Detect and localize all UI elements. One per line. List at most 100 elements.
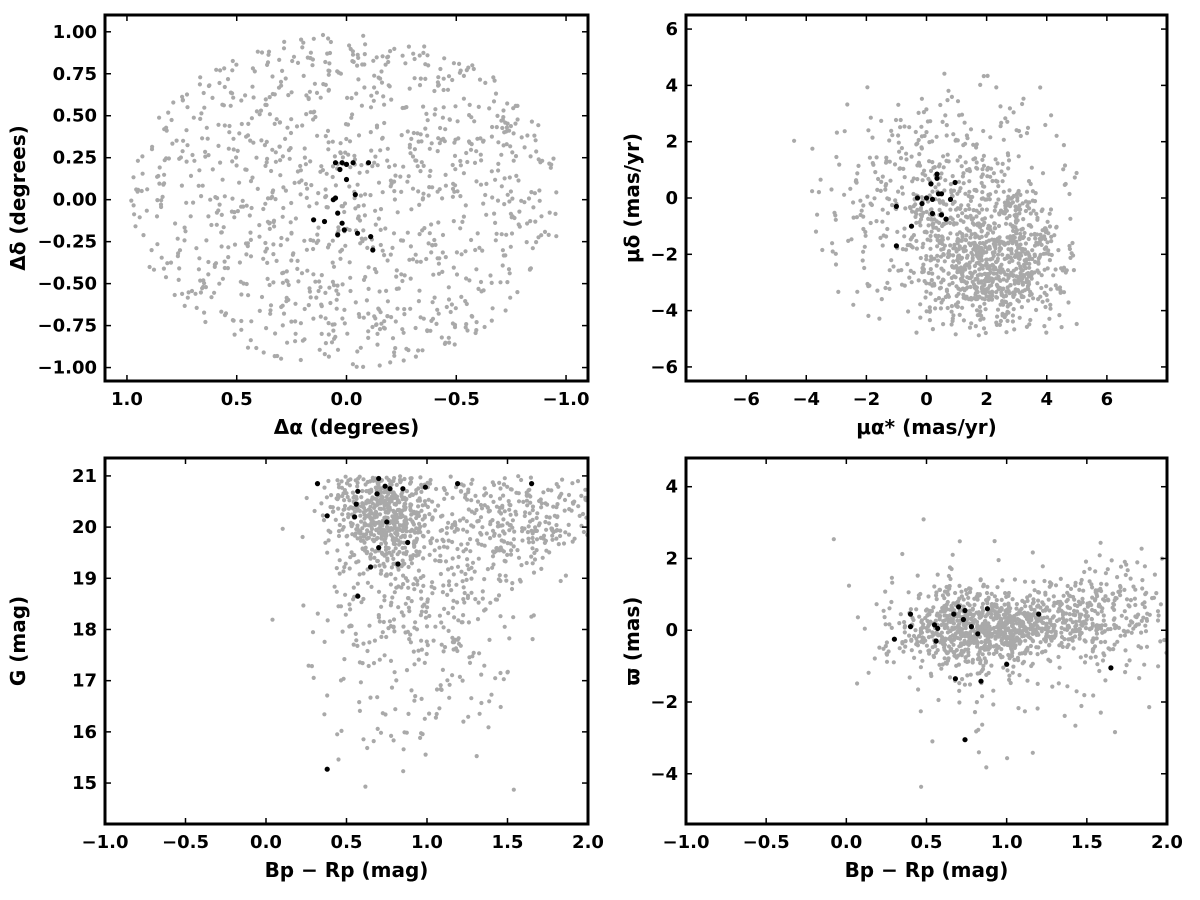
field-point (968, 235, 973, 240)
field-point (1025, 250, 1030, 255)
field-point (427, 174, 432, 179)
field-point (1043, 304, 1048, 310)
field-point (352, 153, 357, 158)
field-point (244, 203, 249, 208)
field-point (981, 128, 986, 134)
field-point (491, 499, 496, 504)
field-point (326, 538, 331, 543)
field-point (381, 94, 386, 99)
field-point (425, 328, 430, 334)
field-point (157, 165, 162, 170)
field-point (376, 520, 382, 525)
field-point (1044, 330, 1049, 335)
field-point (1010, 195, 1015, 200)
field-point (327, 61, 332, 66)
field-point (543, 519, 548, 525)
field-point (496, 577, 501, 582)
field-point (374, 55, 379, 60)
field-point (405, 129, 410, 134)
field-point (514, 173, 519, 178)
field-point (1014, 606, 1019, 611)
field-point (1033, 236, 1038, 241)
field-point (169, 117, 174, 123)
field-point (549, 526, 554, 531)
field-point (955, 241, 960, 246)
field-point (924, 257, 929, 262)
field-point (502, 476, 507, 481)
field-point (340, 204, 345, 209)
field-point (990, 290, 995, 295)
field-point (150, 144, 155, 149)
field-point (527, 487, 532, 492)
field-point (423, 609, 429, 615)
field-point (205, 136, 210, 141)
field-point (403, 630, 408, 635)
field-point (994, 295, 1000, 300)
member-point (382, 483, 388, 489)
field-point (418, 475, 423, 480)
field-point (416, 348, 421, 353)
field-point (477, 651, 482, 656)
field-point (868, 115, 873, 120)
field-point (379, 541, 384, 546)
field-point (994, 322, 1000, 327)
field-point (349, 96, 354, 101)
field-point (522, 145, 527, 150)
field-point (915, 643, 921, 648)
field-point (170, 141, 175, 146)
field-point (365, 580, 370, 585)
field-point (1025, 611, 1030, 616)
field-point (399, 272, 404, 277)
field-point (1064, 599, 1069, 604)
field-point (184, 200, 189, 205)
field-point (436, 75, 441, 80)
field-point (926, 628, 932, 633)
field-point (1006, 601, 1011, 606)
field-point (971, 247, 976, 252)
field-point (203, 154, 208, 159)
field-point (323, 59, 328, 65)
field-point (165, 261, 170, 266)
field-point (554, 482, 559, 487)
field-point (927, 612, 932, 617)
field-point (391, 738, 396, 743)
field-point (499, 152, 504, 157)
field-point (368, 695, 373, 700)
field-point (162, 172, 167, 177)
field-point (384, 533, 389, 538)
field-point (341, 517, 346, 522)
field-point (583, 487, 588, 492)
field-point (316, 288, 321, 294)
field-point (310, 630, 316, 635)
field-point (248, 237, 253, 242)
field-point (175, 236, 180, 241)
field-point (889, 128, 894, 133)
field-point (330, 279, 335, 284)
field-point (516, 178, 521, 183)
field-point (1023, 604, 1028, 609)
field-point (257, 112, 262, 117)
field-point (977, 649, 982, 654)
field-point (371, 661, 377, 666)
field-point (958, 651, 963, 656)
field-point (508, 124, 513, 129)
field-point (400, 327, 405, 332)
field-point (323, 195, 328, 200)
field-point (1010, 258, 1015, 263)
field-point (1124, 663, 1129, 668)
field-point (940, 199, 945, 204)
field-point (438, 571, 443, 577)
field-point (951, 132, 956, 137)
field-point (977, 248, 983, 253)
field-point (381, 619, 386, 625)
field-point (221, 225, 226, 230)
field-point (488, 600, 493, 605)
field-point (1025, 595, 1030, 600)
field-point (335, 283, 340, 288)
field-point (995, 161, 1000, 166)
field-point (250, 66, 255, 71)
field-point (941, 246, 946, 251)
field-point (373, 208, 378, 213)
field-point (846, 583, 852, 588)
field-point (360, 62, 365, 67)
